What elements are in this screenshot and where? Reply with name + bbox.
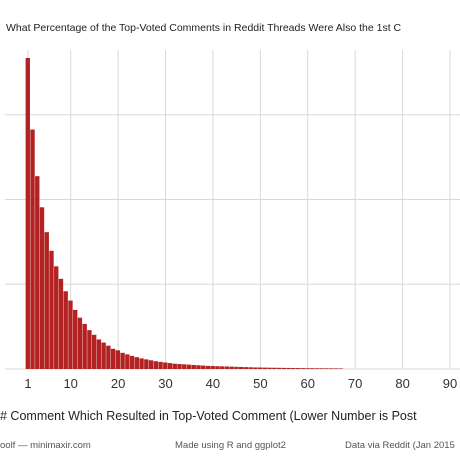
bar: [163, 362, 168, 369]
bar: [234, 366, 239, 369]
x-tick-labels: 1 10 20 30 40 50 60 70 80 90: [24, 376, 457, 391]
bar: [215, 366, 220, 369]
footer-tools: Made using R and ggplot2: [175, 440, 286, 451]
bar: [134, 357, 140, 369]
bar: [257, 367, 263, 369]
bar: [101, 342, 106, 369]
bar: [63, 291, 68, 369]
bar: [210, 366, 215, 369]
bar: [87, 330, 92, 369]
bar: [262, 367, 268, 369]
bars: [25, 58, 343, 370]
bar: [286, 367, 291, 369]
bar: [158, 361, 163, 369]
bar: [91, 334, 97, 369]
bar: [253, 367, 258, 369]
bar: [295, 368, 301, 369]
bar: [39, 207, 45, 369]
bar: [177, 364, 182, 369]
bar: [319, 368, 324, 369]
bar: [196, 365, 201, 369]
bar: [68, 300, 73, 369]
x-gridlines: [27, 50, 451, 369]
x-tick-label: 50: [253, 376, 267, 391]
bar: [129, 355, 135, 369]
footer-author: oolf — minimaxir.com: [0, 440, 91, 451]
bar: [267, 367, 272, 369]
bar: [172, 363, 177, 369]
bar: [125, 354, 130, 369]
bar: [291, 368, 296, 369]
bar: [314, 368, 320, 369]
bar: [229, 366, 234, 369]
bar: [324, 368, 329, 369]
bar: [276, 367, 282, 369]
bar: [167, 363, 173, 369]
bar: [224, 366, 230, 369]
bar: [54, 266, 59, 369]
bar: [82, 323, 87, 369]
x-tick-label: 20: [111, 376, 125, 391]
bar: [248, 367, 253, 369]
bar: [25, 58, 30, 369]
bar: [305, 368, 310, 369]
bar: [329, 368, 334, 369]
bar: [96, 339, 102, 369]
bar: [191, 364, 196, 369]
bar: [110, 348, 116, 369]
bar: [148, 360, 154, 369]
x-tick-label: 60: [301, 376, 315, 391]
bar: [30, 129, 35, 369]
chart-title: What Percentage of the Top-Voted Comment…: [6, 22, 402, 34]
x-tick-label: 30: [158, 376, 172, 391]
bar: [35, 176, 40, 369]
x-axis-label: # Comment Which Resulted in Top-Voted Co…: [0, 409, 417, 423]
bar: [58, 278, 64, 369]
bar: [120, 352, 125, 369]
bar: [73, 309, 78, 369]
bar: [238, 366, 244, 369]
bar: [182, 364, 187, 369]
bar: [49, 250, 54, 369]
bar: [272, 367, 277, 369]
bar: [115, 350, 121, 369]
x-tick-label: 10: [63, 376, 77, 391]
bar: [333, 368, 339, 369]
bar: [220, 366, 225, 369]
x-tick-label: 40: [206, 376, 220, 391]
bar: [300, 368, 305, 369]
bar: [153, 361, 158, 369]
bar: [77, 317, 83, 369]
bar: [139, 358, 144, 369]
bar: [205, 365, 211, 369]
bar: [243, 367, 249, 369]
footer-source: Data via Reddit (Jan 2015: [345, 440, 455, 451]
bar: [44, 232, 49, 369]
x-tick-label: 90: [443, 376, 457, 391]
x-tick-label: 70: [348, 376, 362, 391]
bar: [338, 368, 343, 370]
x-tick-label: 1: [24, 376, 31, 391]
bar: [106, 345, 111, 369]
x-tick-label: 80: [395, 376, 409, 391]
bar: [310, 368, 315, 369]
bar: [281, 367, 287, 369]
bar: [201, 365, 206, 369]
bar: [144, 359, 149, 369]
bar: [186, 364, 192, 369]
